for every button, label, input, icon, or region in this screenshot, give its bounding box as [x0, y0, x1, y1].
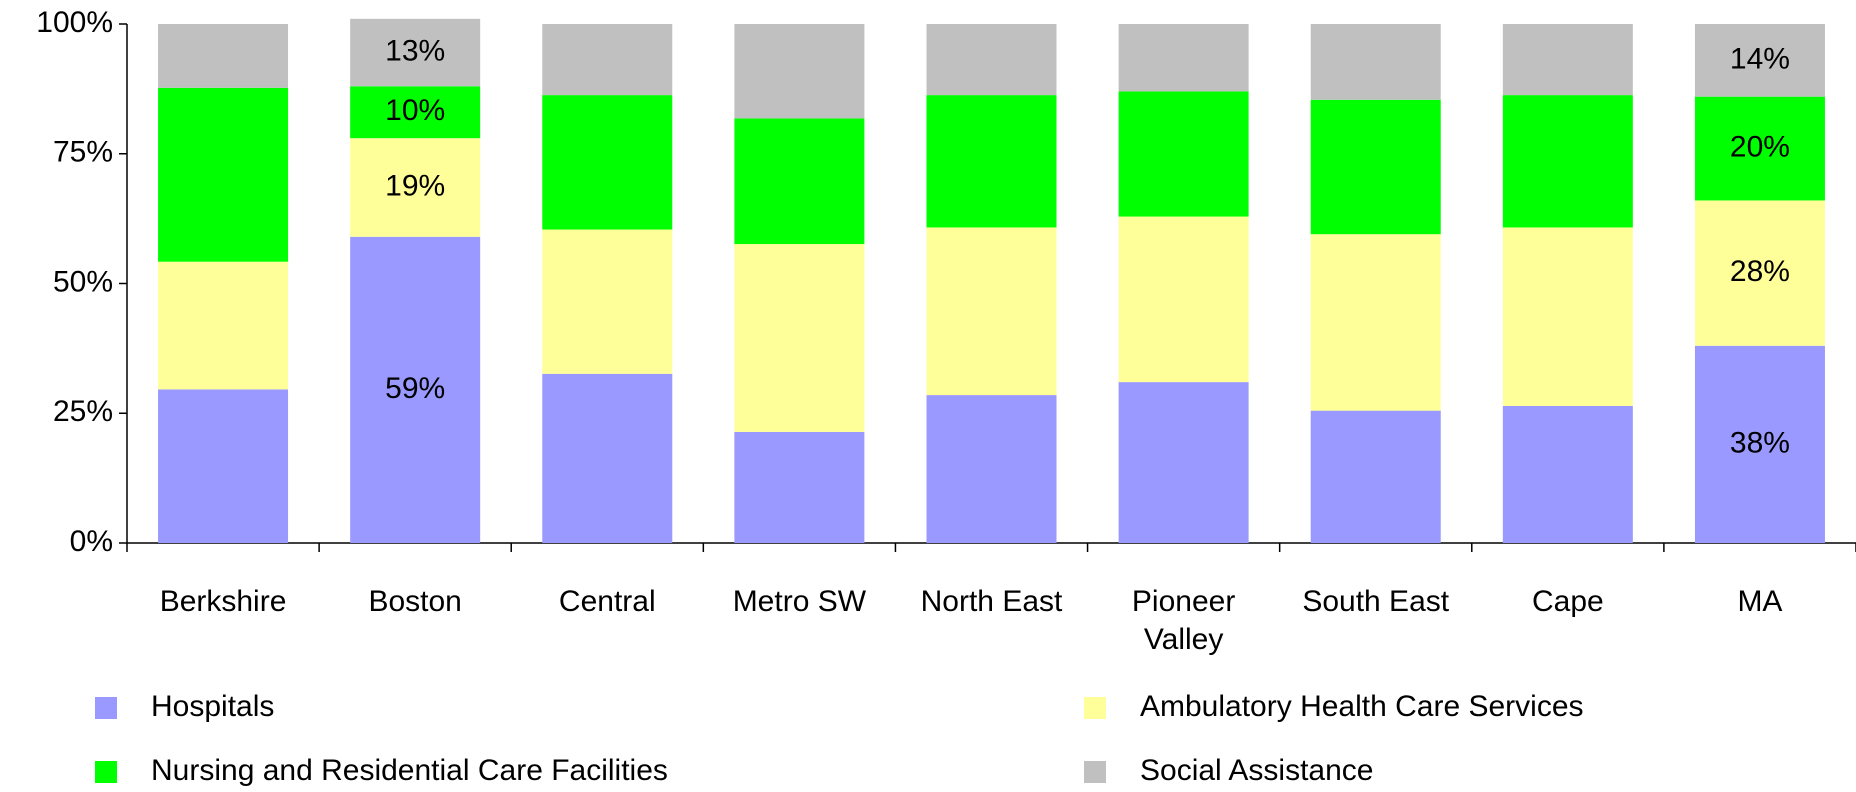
y-tick-label: 100%	[36, 6, 113, 39]
value-label: 38%	[1730, 426, 1790, 459]
x-tick-label: MA	[1737, 585, 1783, 618]
bar-segment	[1118, 91, 1249, 217]
bar-segment	[1502, 24, 1633, 96]
bar-segment	[1694, 200, 1825, 346]
bar-segment	[1502, 95, 1633, 228]
bar-segment	[926, 395, 1057, 543]
bar-segment	[158, 87, 289, 262]
x-tick-label: Metro SW	[732, 585, 867, 618]
y-tick-label: 75%	[53, 136, 113, 169]
value-label: 28%	[1730, 255, 1790, 288]
bar-segment	[1694, 345, 1825, 543]
bar-segment	[350, 18, 481, 87]
legend-swatch	[95, 761, 117, 783]
bar-segment	[542, 95, 673, 230]
legend-label: Nursing and Residential Care Facilities	[151, 754, 668, 787]
x-tick-label: South East	[1302, 585, 1450, 618]
bar-segment	[350, 138, 481, 237]
bar-segment	[734, 24, 865, 119]
x-tick-label: Central	[558, 585, 656, 618]
bar-segment	[1310, 24, 1441, 100]
bar-segment	[1502, 227, 1633, 406]
value-label: 20%	[1730, 130, 1790, 163]
x-tick-label: Cape	[1531, 585, 1604, 618]
value-label: 10%	[385, 94, 445, 127]
value-label: 14%	[1730, 42, 1790, 75]
y-tick-label: 25%	[53, 395, 113, 428]
bar-segment	[926, 95, 1057, 228]
bar-segment	[158, 389, 289, 543]
x-tick-label: Boston	[368, 585, 462, 618]
legend-swatch	[1084, 697, 1106, 719]
bar-segment	[350, 236, 481, 544]
legend-label: Social Assistance	[1140, 754, 1373, 787]
value-label: 59%	[385, 372, 445, 405]
bar-segment	[1694, 96, 1825, 201]
bar-segment	[1118, 382, 1249, 543]
x-tick-label: North East	[920, 585, 1063, 618]
bar-segment	[1310, 99, 1441, 235]
bar-segment	[1118, 24, 1249, 92]
bar-segment	[926, 227, 1057, 396]
y-tick-label: 50%	[53, 265, 113, 298]
y-tick-label: 0%	[70, 525, 113, 558]
bar-segment	[158, 24, 289, 88]
bar-segment	[350, 86, 481, 139]
bar-segment	[542, 24, 673, 96]
legend-label: Ambulatory Health Care Services	[1140, 690, 1584, 723]
x-tick-label: Pioneer Valley	[1131, 585, 1236, 656]
bar-segment	[734, 118, 865, 245]
bar-segment	[1694, 24, 1825, 97]
bar-segment	[1502, 405, 1633, 543]
legend-swatch	[1084, 761, 1106, 783]
bar-segment	[1310, 410, 1441, 543]
legend-label: Hospitals	[151, 690, 274, 723]
bar-segment	[734, 431, 865, 543]
bar-segment	[734, 244, 865, 432]
value-label: 13%	[385, 34, 445, 67]
bar-segment	[542, 373, 673, 543]
bar-segment	[1118, 216, 1249, 383]
bar-segment	[542, 229, 673, 374]
bar-segment	[158, 261, 289, 390]
legend-swatch	[95, 697, 117, 719]
x-tick-label: Berkshire	[159, 585, 287, 618]
bar-segment	[1310, 234, 1441, 411]
value-label: 19%	[385, 169, 445, 202]
bar-segment	[926, 24, 1057, 96]
